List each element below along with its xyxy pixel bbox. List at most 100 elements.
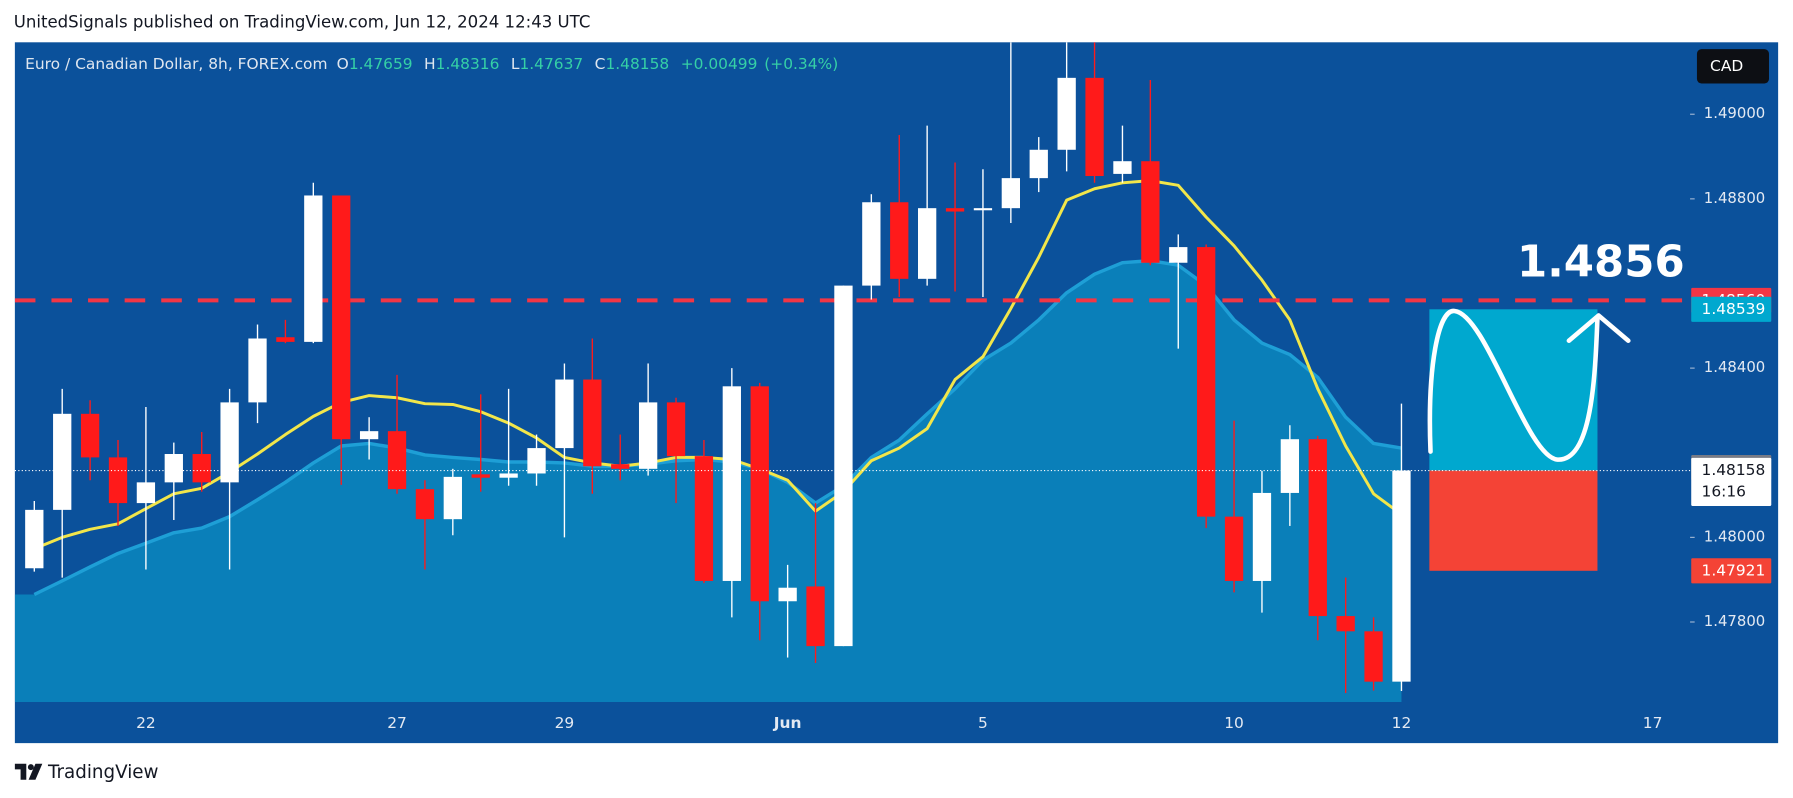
price-tag xyxy=(1691,296,1772,322)
currency-label[interactable]: CAD xyxy=(1710,57,1743,75)
candle-body xyxy=(387,431,407,490)
candle-body xyxy=(750,386,769,602)
candle-body xyxy=(611,464,630,469)
candle-body xyxy=(248,338,267,403)
candle-body xyxy=(1141,161,1160,263)
candle-body xyxy=(1252,492,1272,581)
logo-icon xyxy=(27,764,34,771)
candle-body xyxy=(359,431,379,440)
candle-body xyxy=(1057,77,1076,150)
candle-body xyxy=(945,208,965,212)
price-tag-label: 1.47921 xyxy=(1702,561,1766,579)
attribution: UnitedSignals published on TradingView.c… xyxy=(14,12,591,31)
candle-body xyxy=(136,482,156,504)
candle-body xyxy=(1085,77,1104,177)
candle-body xyxy=(527,448,546,474)
price-tag-label: 1.48158 xyxy=(1702,461,1766,479)
candle-body xyxy=(1364,631,1383,682)
ma-line xyxy=(33,179,1403,551)
brand-logo: TradingView xyxy=(14,762,159,783)
candle-body xyxy=(1169,247,1188,263)
x-tick-label: 10 xyxy=(1224,714,1244,732)
price-tag xyxy=(1691,558,1772,584)
low-value: 1.47637 xyxy=(519,55,583,73)
high-value: 1.48316 xyxy=(436,55,500,73)
candle-body xyxy=(1336,616,1355,632)
x-tick-label: 22 xyxy=(136,714,156,732)
candle-body xyxy=(583,379,602,467)
candle-body xyxy=(1280,439,1300,493)
y-tick-label: 1.47800 xyxy=(1704,612,1765,630)
candle-body xyxy=(890,202,909,279)
target-zone xyxy=(1429,309,1598,471)
price-tag-label: 1.48539 xyxy=(1702,300,1766,318)
currency-button[interactable] xyxy=(1696,49,1769,84)
candle-body xyxy=(1029,149,1048,179)
logo-icon xyxy=(28,763,43,780)
candle-body xyxy=(499,473,518,478)
candle-body xyxy=(862,202,881,286)
candle-body xyxy=(276,337,295,342)
change: +0.00499 xyxy=(681,55,758,73)
logo-icon xyxy=(14,763,27,780)
x-tick-label: Jun xyxy=(773,714,802,732)
candle-body xyxy=(1197,247,1216,517)
overlay: 1.47800 1.48000 1.48400 1.48800 1.49000 22 27 2… xyxy=(14,104,1772,732)
candle-body xyxy=(192,454,211,483)
candle-body xyxy=(332,195,351,440)
ohlc-label: H xyxy=(424,55,436,73)
plot-area xyxy=(14,42,1691,702)
y-tick-label: 1.48000 xyxy=(1704,527,1765,545)
candle-body xyxy=(1224,516,1244,581)
close-value: 1.48158 xyxy=(605,55,669,73)
candle-body xyxy=(778,587,797,602)
candle-body xyxy=(1392,470,1411,682)
ohlc-label: L xyxy=(511,55,520,73)
candle-body xyxy=(638,402,658,469)
x-tick-label: 5 xyxy=(978,714,988,732)
price-annotation: 1.4856 xyxy=(1517,238,1685,288)
candle-body xyxy=(722,386,741,581)
candle-body xyxy=(694,456,714,581)
x-tick-label: 12 xyxy=(1392,714,1412,732)
candle-body xyxy=(304,195,323,342)
stop-zone xyxy=(1429,470,1598,571)
ohlc-label: O xyxy=(337,55,349,73)
candle-body xyxy=(25,509,44,569)
candle-body xyxy=(80,413,100,458)
candle-body xyxy=(220,402,239,483)
candle-body xyxy=(666,402,686,457)
candle-body xyxy=(555,379,574,449)
projection-curve xyxy=(1427,308,1600,462)
symbol: Euro / Canadian Dollar, 8h, FOREX.com xyxy=(25,55,327,73)
brand-name: TradingView xyxy=(47,762,159,783)
candle-body xyxy=(415,489,435,520)
y-tick-label: 1.49000 xyxy=(1704,104,1765,122)
y-tick-label: 1.48800 xyxy=(1704,189,1765,207)
candle-body xyxy=(1113,161,1132,174)
x-tick-label: 17 xyxy=(1643,714,1663,732)
candle-body xyxy=(973,208,993,211)
legend: Euro / Canadian Dollar, 8h, FOREX.com O1.… xyxy=(25,55,838,73)
candle-body xyxy=(1308,439,1327,617)
candle-body xyxy=(1001,178,1020,209)
price-tag-sub: 16:16 xyxy=(1702,483,1746,501)
ma-line xyxy=(33,258,1402,597)
ohlc-label: C xyxy=(595,55,606,73)
candle-body xyxy=(471,474,490,478)
price-tag xyxy=(1691,457,1772,506)
candle-body xyxy=(53,413,72,510)
candle-body xyxy=(806,586,825,647)
candle-body xyxy=(108,457,128,504)
candle-body xyxy=(917,208,937,279)
projection-arrow xyxy=(1566,313,1631,343)
candle-body xyxy=(164,454,183,483)
candle-body xyxy=(834,285,853,647)
open-value: 1.47659 xyxy=(349,55,413,73)
candle-body xyxy=(443,476,462,520)
y-tick-label: 1.48400 xyxy=(1704,358,1765,376)
change-percent: (+0.34%) xyxy=(764,55,838,73)
x-tick-label: 29 xyxy=(555,714,575,732)
